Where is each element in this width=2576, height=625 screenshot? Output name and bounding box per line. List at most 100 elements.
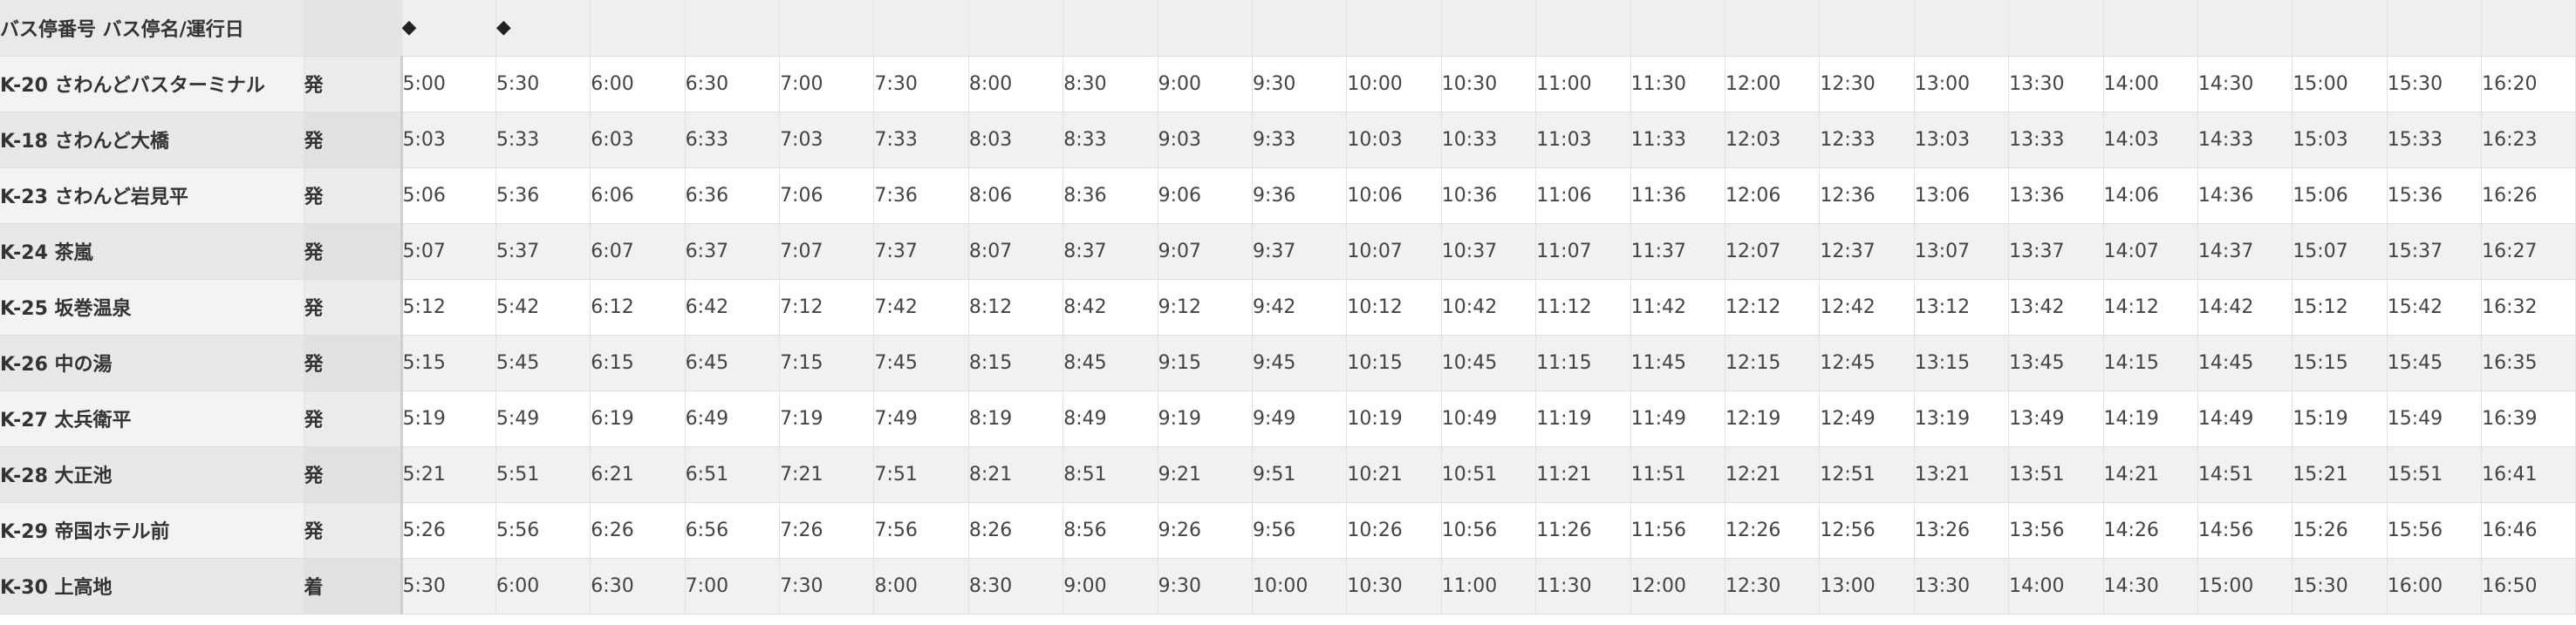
time-cell: 10:33 [1441,112,1537,168]
arrival-departure-label: 発 [304,56,403,112]
time-cell: 15:26 [2292,502,2388,559]
time-cell: 5:49 [495,391,591,447]
arrival-departure-label: 発 [304,112,403,168]
arrival-departure-label: 発 [304,335,403,391]
time-cell: 5:36 [495,167,591,224]
time-cell: 11:12 [1535,279,1631,336]
time-cell: 16:46 [2481,502,2576,559]
bus-stop-name: K-28 大正池 [0,446,304,503]
service-marker-cell [1725,0,1821,57]
service-marker-cell [779,0,875,57]
time-cell: 12:07 [1725,223,1821,280]
time-cell: 8:21 [968,446,1064,503]
service-marker-cell [590,0,686,57]
time-cell: 13:07 [1914,223,2010,280]
time-cell: 10:56 [1441,502,1537,559]
time-cell: 14:49 [2197,391,2293,447]
time-cell: 12:00 [1725,56,1821,112]
service-marker-cell: ◆ [401,0,496,57]
time-cell: 11:15 [1535,335,1631,391]
time-cell: 12:12 [1725,279,1821,336]
time-cell: 15:42 [2387,279,2483,336]
time-cell: 10:30 [1441,56,1537,112]
timetable-row: K-20 さわんどバスターミナル発 5:00 5:30 6:00 6:30 7:00 7:3… [0,56,2576,112]
arrival-departure-label: 発 [304,223,403,280]
time-cell: 15:36 [2387,167,2483,224]
time-cell: 12:30 [1819,56,1915,112]
time-cell: 5:03 [401,112,496,168]
time-cell: 6:33 [685,112,781,168]
time-cell: 6:45 [685,335,781,391]
time-cell: 12:36 [1819,167,1915,224]
time-cell: 16:39 [2481,391,2576,447]
time-cell: 9:30 [1158,558,1254,615]
bus-stop-name: K-25 坂巻温泉 [0,279,304,336]
service-marker-cell [968,0,1064,57]
arrival-departure-label: 着 [304,558,403,615]
time-cell: 12:42 [1819,279,1915,336]
time-cell: 5:45 [495,335,591,391]
service-marker-cell [2197,0,2293,57]
time-cell: 8:06 [968,167,1064,224]
service-marker-cell [2292,0,2388,57]
time-cell: 11:30 [1630,56,1725,112]
time-cell: 13:19 [1914,391,2010,447]
time-cell: 5:00 [401,56,496,112]
service-marker-cell [1441,0,1537,57]
time-cell: 12:51 [1819,446,1915,503]
time-cell: 7:21 [779,446,875,503]
time-cell: 16:20 [2481,56,2576,112]
time-cell: 8:51 [1063,446,1158,503]
service-marker-cell [2481,0,2576,57]
time-cell: 7:19 [779,391,875,447]
time-cell: 14:07 [2103,223,2198,280]
time-cell: 8:26 [968,502,1064,559]
type-column-header [304,0,402,57]
time-cell: 11:19 [1535,391,1631,447]
time-cell: 13:21 [1914,446,2010,503]
time-cell: 13:30 [2008,56,2104,112]
time-cell: 15:51 [2387,446,2483,503]
time-cell: 12:33 [1819,112,1915,168]
time-cell: 10:00 [1346,56,1442,112]
service-marker-cell [2387,0,2483,57]
time-cell: 15:56 [2387,502,2483,559]
time-cell: 13:49 [2008,391,2104,447]
time-cell: 7:56 [873,502,969,559]
time-cell: 6:30 [685,56,781,112]
time-cell: 14:36 [2197,167,2293,224]
time-cell: 11:00 [1441,558,1537,615]
time-cell: 13:30 [1914,558,2010,615]
time-cell: 7:30 [873,56,969,112]
time-cell: 8:37 [1063,223,1158,280]
timetable-row: K-18 さわんど大橋発 5:03 5:33 6:03 6:33 7:03 7:33 8:03… [0,112,2576,168]
time-cell: 14:37 [2197,223,2293,280]
time-cell: 8:33 [1063,112,1158,168]
time-cell: 6:21 [590,446,686,503]
bus-stop-name: K-23 さわんど岩見平 [0,167,304,224]
time-cell: 7:26 [779,502,875,559]
time-cell: 10:49 [1441,391,1537,447]
time-cell: 16:26 [2481,167,2576,224]
service-marker-cell [1630,0,1725,57]
time-cell: 12:45 [1819,335,1915,391]
time-cell: 13:15 [1914,335,2010,391]
time-cell: 10:37 [1441,223,1537,280]
bus-stop-name: K-26 中の湯 [0,335,304,391]
time-cell: 12:49 [1819,391,1915,447]
time-cell: 9:30 [1252,56,1348,112]
time-cell: 12:21 [1725,446,1821,503]
timetable-row: K-26 中の湯発 5:15 5:45 6:15 6:45 7:15 7:45 8:15 8:4… [0,335,2576,391]
time-cell: 10:45 [1441,335,1537,391]
time-cell: 16:23 [2481,112,2576,168]
service-marker-cell [1346,0,1442,57]
service-marker-cell [1819,0,1915,57]
service-marker-cell [1158,0,1254,57]
time-cell: 7:37 [873,223,969,280]
time-cell: 10:36 [1441,167,1537,224]
time-cell: 9:33 [1252,112,1348,168]
time-cell: 5:12 [401,279,496,336]
time-cell: 10:12 [1346,279,1442,336]
arrival-departure-label: 発 [304,167,403,224]
